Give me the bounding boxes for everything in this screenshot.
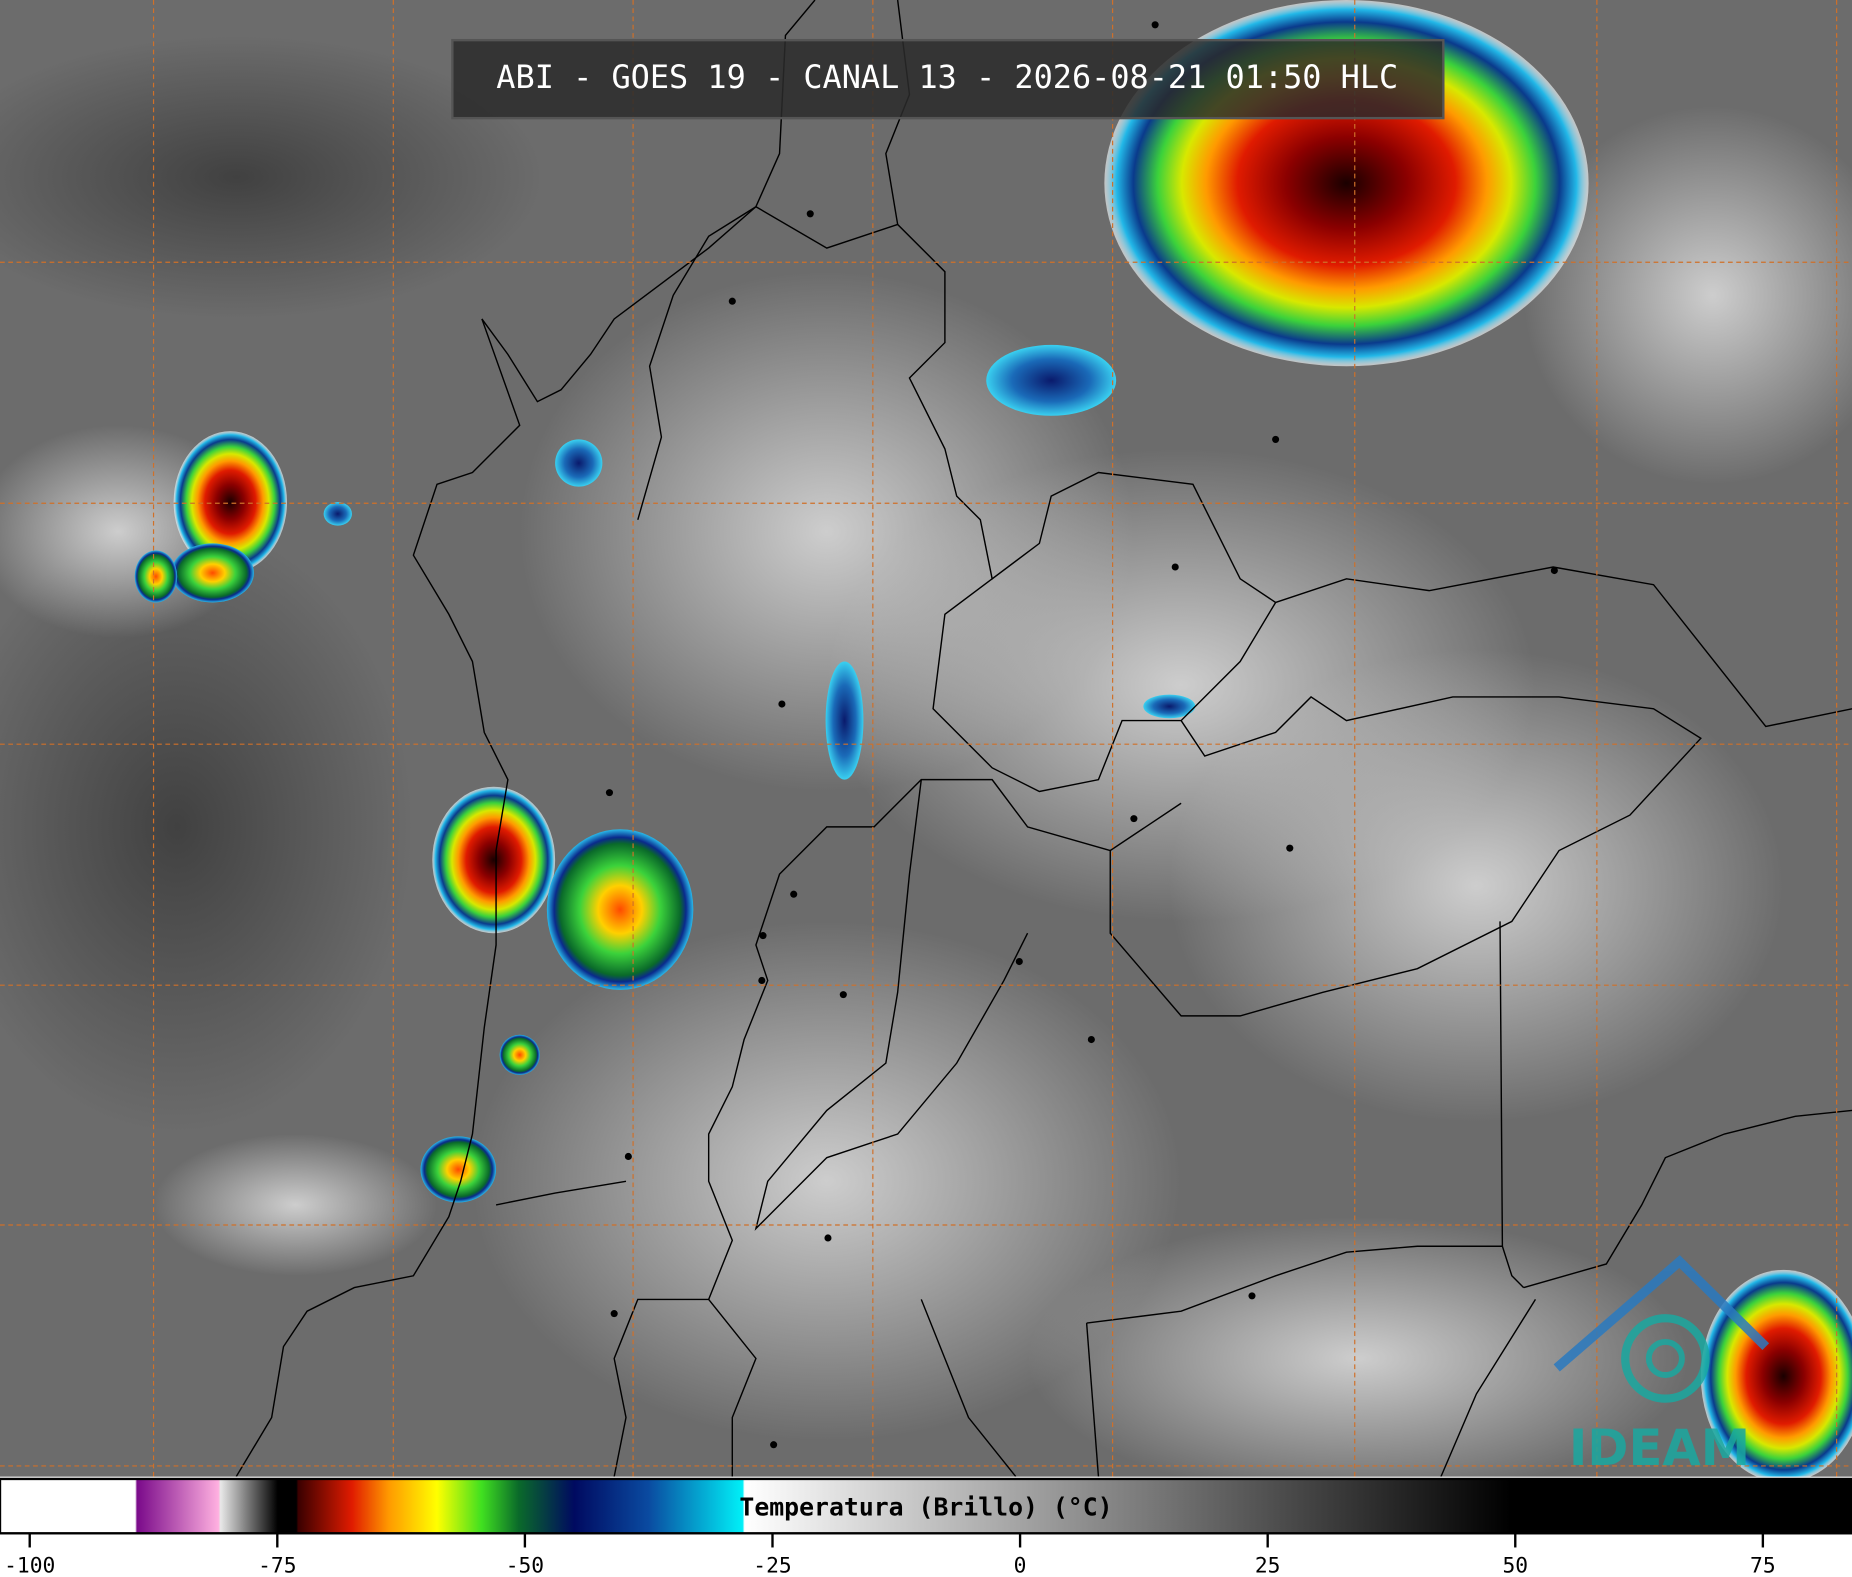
colorbar: Temperatura (Brillo) (°C) -100 -75 -50 -25 0… [0, 1476, 1852, 1577]
city-markers [605, 21, 1558, 1449]
country-borders [235, 0, 1852, 1478]
colorbar-tick-label: 50 [1502, 1553, 1528, 1577]
title: ABI - GOES 19 - CANAL 13 - 2026-08-21 01… [496, 58, 1398, 96]
colorbar-tick-label: 75 [1750, 1553, 1776, 1577]
logo-text: IDEAM [1569, 1419, 1750, 1477]
title-box: ABI - GOES 19 - CANAL 13 - 2026-08-21 01… [451, 38, 1445, 120]
lat-lon-grid [0, 0, 1852, 1477]
colorbar-tick-label: -100 [4, 1553, 55, 1577]
colorbar-tick-label: 25 [1255, 1553, 1281, 1577]
colorbar-label: Temperatura (Brillo) (°C) [739, 1492, 1112, 1521]
colorbar-tick-label: 0 [1014, 1553, 1027, 1577]
satellite-image [0, 0, 1852, 1501]
colorbar-tick-label: -50 [506, 1553, 544, 1577]
ideam-logo: IDEAM [1553, 1255, 1770, 1477]
colorbar-tick-label: -75 [258, 1553, 296, 1577]
colorbar-tick-label: -25 [753, 1553, 791, 1577]
